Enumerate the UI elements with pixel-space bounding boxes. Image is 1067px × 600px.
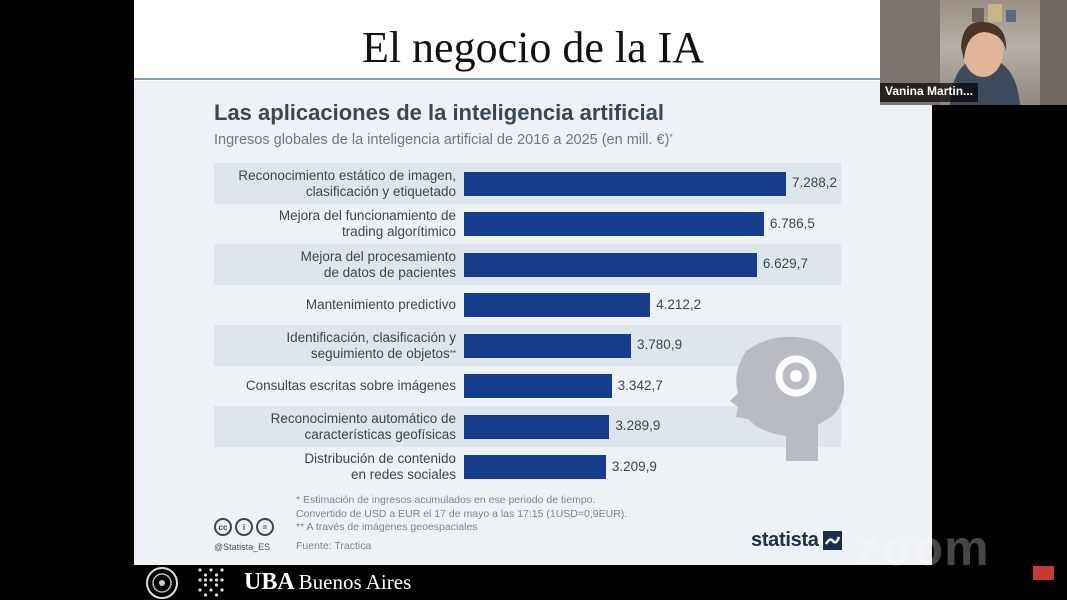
category-label-text: Mejora del procesamiento de datos de pac… [300,248,456,280]
corner-tag-icon [1033,566,1054,580]
footer-institution: UBA Buenos Aires [244,569,411,596]
bar [464,414,610,439]
category-label-text: Reconocimiento automático de característ… [270,410,456,442]
category-label-text: Mejora del funcionamiento de trading alg… [278,208,456,239]
footnote-estimation: * Estimación de ingresos acumulados en e… [296,494,628,520]
category-label: Distribución de contenido en redes socia… [214,447,456,488]
category-label-text: Distribución de contenido en redes socia… [304,451,456,482]
bar-value-label: 3.209,9 [611,458,657,474]
bar [464,171,786,196]
chart-title: Las aplicaciones de la inteligencia arti… [214,100,664,125]
category-label: Mejora del procesamiento de datos de pac… [214,244,456,285]
category-label-text: Identificación, clasificación y seguimie… [286,329,456,361]
bar [464,374,612,398]
uba-seal-icon [146,567,178,599]
bar-value-label: 3.780,9 [637,337,683,352]
dotted-logo-icon [198,568,224,597]
bar-value-label: 6.629,7 [762,256,808,271]
bar-value-label: 7.288,2 [792,175,838,190]
category-label: Mejora del funcionamiento de trading alg… [214,204,456,245]
bar-value-label: 3.289,9 [615,418,661,433]
category-label: Identificación, clasificación y seguimie… [214,325,456,366]
category-label-text: Mantenimiento predictivo [305,297,456,312]
no-derivatives-icon: = [256,518,274,536]
source-note: Fuente: Tractica [296,540,372,552]
creative-commons-icons: cc i = [214,518,274,536]
cc-icon: cc [214,518,232,536]
bar-value-label: 3.342,7 [617,377,663,393]
robot-head-icon [730,336,845,461]
footer-city: Buenos Aires [298,570,412,594]
bar [464,252,757,277]
category-label: Reconocimiento estático de imagen, clasi… [214,163,456,204]
statista-infographic: Las aplicaciones de la inteligencia arti… [134,81,932,565]
footer-brand: UBA [244,569,295,595]
bar-value-label: 4.212,2 [656,296,702,312]
bar [464,455,606,479]
category-label: Mantenimiento predictivo [214,285,456,326]
statista-handle: @Statista_ES [214,542,271,552]
chart-subtitle-mark: * [669,132,673,142]
participant-name-label: Vanina Martin... [880,83,979,102]
slide-title: El negocio de la IA [361,23,705,72]
footnote-geospatial: ** A través de imágenes geoespaciales [296,521,478,533]
attribution-icon: i [235,518,253,536]
zoom-watermark: zoom [855,520,990,576]
title-underline [134,78,932,80]
category-label-text: Reconocimiento estático de imagen, clasi… [238,167,456,199]
bar-value-label: 6.786,5 [769,215,815,231]
statista-logo-icon [822,531,842,550]
bar [464,212,764,236]
category-label: Consultas escritas sobre imágenes [214,366,456,407]
chart-subtitle-text: Ingresos globales de la inteligencia art… [214,132,670,148]
bar [464,293,651,317]
category-label-text: Consultas escritas sobre imágenes [245,378,456,393]
shared-slide: El negocio de la IA Las aplicaciones de … [134,0,932,565]
chart-subtitle: Ingresos globales de la inteligencia art… [214,132,673,148]
statista-wordmark: statista [751,529,819,551]
category-label-mark: ** [449,348,456,358]
category-label: Reconocimiento automático de característ… [214,406,456,447]
statista-logo: statista [751,529,842,552]
bar [464,333,632,358]
